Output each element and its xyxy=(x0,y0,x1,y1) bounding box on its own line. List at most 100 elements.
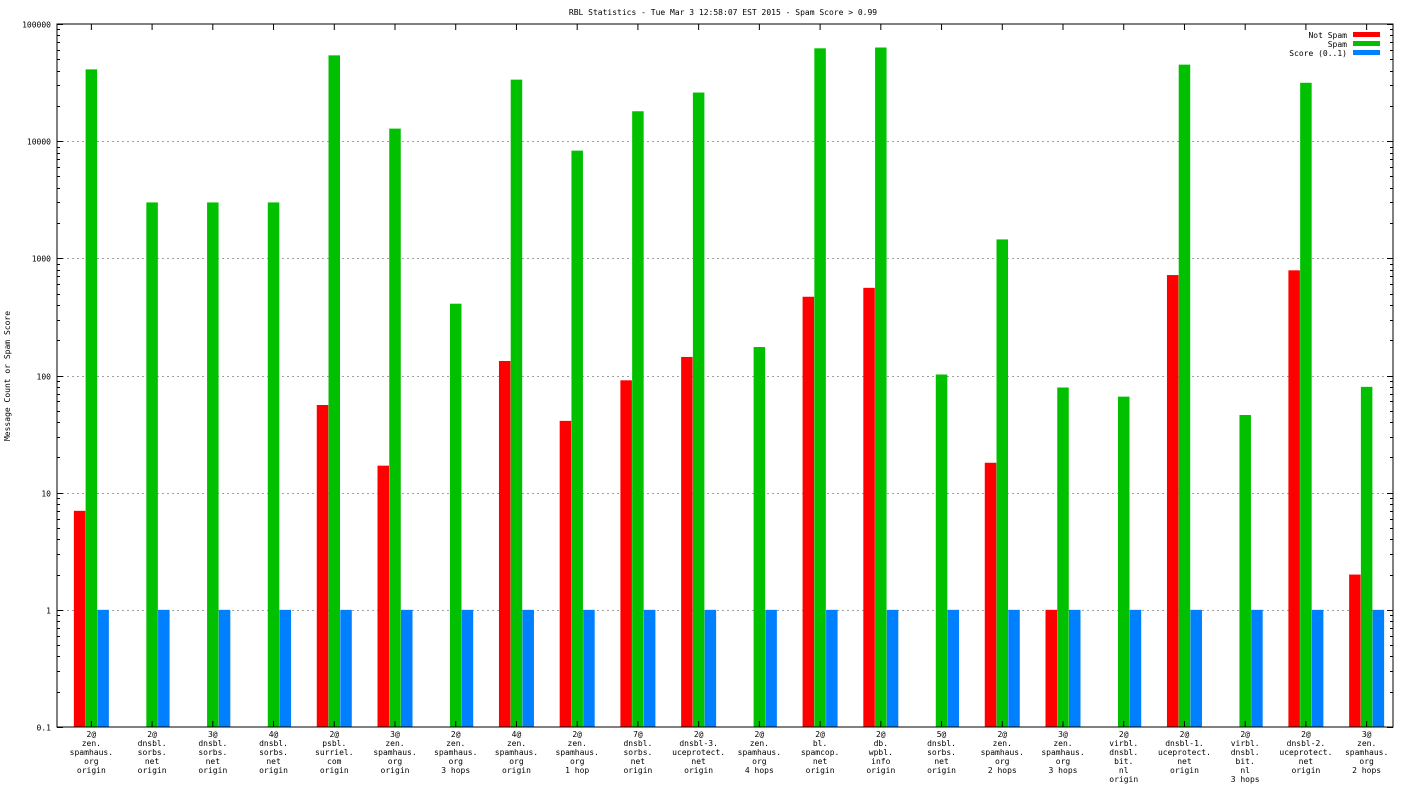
bar-score-0-1 xyxy=(1129,609,1142,727)
x-tick-label: 2@ db. wpbl. info origin xyxy=(866,730,895,775)
x-tick-label: 3@ zen. spamhaus. org 3 hops xyxy=(1041,730,1084,775)
bar-score-0-1 xyxy=(340,609,352,727)
bar-score-0-1 xyxy=(1311,609,1324,727)
bar-spam xyxy=(267,202,280,727)
bar-score-0-1 xyxy=(643,609,656,727)
bar-score-0-1 xyxy=(279,609,292,727)
bar-not-spam xyxy=(681,356,693,727)
plot-border xyxy=(56,23,1394,728)
y-axis-label: Message Count or Spam Score xyxy=(3,311,12,441)
bar-not-spam xyxy=(1288,270,1300,727)
bar-not-spam xyxy=(620,380,632,727)
x-tick-label: 4@ dnsbl. sorbs. net origin xyxy=(259,730,288,775)
legend-swatch xyxy=(1353,41,1380,46)
bar-score-0-1 xyxy=(583,609,595,727)
bar-spam xyxy=(1117,396,1130,727)
legend-swatch xyxy=(1353,32,1380,37)
bar-score-0-1 xyxy=(947,609,960,727)
x-tick-label: 2@ virbl. dnsbl. bit. nl 3 hops xyxy=(1231,730,1260,784)
x-tick-label: 2@ zen. spamhaus. org 1 hop xyxy=(556,730,599,775)
legend-label: Not Spam xyxy=(1308,31,1347,40)
x-tick-label: 3@ zen. spamhaus. org origin xyxy=(373,730,416,775)
bar-score-0-1 xyxy=(461,609,474,727)
x-tick-label: 2@ zen. spamhaus. org origin xyxy=(70,730,113,775)
bar-score-0-1 xyxy=(1251,609,1263,727)
x-tick-label: 2@ zen. spamhaus. org 2 hops xyxy=(981,730,1024,775)
y-tick-label: 1 xyxy=(46,607,51,616)
bar-score-0-1 xyxy=(1008,609,1020,727)
bar-spam xyxy=(207,202,219,727)
bar-spam xyxy=(146,202,158,727)
bar-score-0-1 xyxy=(704,609,717,727)
x-tick-label: 4@ zen. spamhaus. org origin xyxy=(495,730,538,775)
x-tick-label: 2@ bl. spamcop. net origin xyxy=(801,730,840,775)
bar-not-spam xyxy=(377,465,389,727)
bar-score-0-1 xyxy=(97,609,109,727)
y-tick-label: 10 xyxy=(41,490,51,499)
x-tick-labels: 2@ zen. spamhaus. org origin 2@ dnsbl. sorbs. ne… xyxy=(70,730,1389,784)
bar-score-0-1 xyxy=(886,609,899,727)
bar-spam xyxy=(1239,415,1251,727)
bar-spam xyxy=(449,303,462,727)
bar-score-0-1 xyxy=(218,609,231,727)
bar-not-spam xyxy=(1045,609,1057,727)
y-tick-labels: 0.1 1 10 100 1000 10000 100000 xyxy=(22,21,51,733)
bar-score-0-1 xyxy=(1069,609,1081,727)
x-tick-label: 2@ psbl. surriel. com origin xyxy=(315,730,354,775)
chart-title: RBL Statistics - Tue Mar 3 12:58:07 EST … xyxy=(569,8,877,17)
bar-not-spam xyxy=(1349,574,1361,727)
y-tick-label: 1000 xyxy=(32,255,51,264)
y-tick-label: 0.1 xyxy=(37,724,52,733)
bar-score-0-1 xyxy=(1372,609,1385,727)
bar-score-0-1 xyxy=(765,609,777,727)
y-tick-label: 10000 xyxy=(27,138,51,147)
bar-score-0-1 xyxy=(826,609,838,727)
bar-spam xyxy=(1057,387,1069,727)
bar-spam xyxy=(571,150,583,727)
x-tick-label: 2@ dnsbl. sorbs. net origin xyxy=(138,730,167,775)
bar-spam xyxy=(389,128,401,727)
bar-spam xyxy=(753,347,766,727)
bar-spam xyxy=(1300,82,1312,728)
legend-label: Spam xyxy=(1328,40,1347,49)
bar-spam xyxy=(996,239,1009,727)
bar-score-0-1 xyxy=(1190,609,1202,727)
x-tick-label: 3@ dnsbl. sorbs. net origin xyxy=(198,730,227,775)
bar-spam xyxy=(1360,386,1373,727)
bar-spam xyxy=(85,69,98,727)
y-tick-label: 100 xyxy=(37,373,52,382)
x-tick-label: 2@ dnsbl-2. uceprotect. net origin xyxy=(1279,730,1332,775)
x-tick-label: 2@ dnsbl-1. uceprotect. net origin xyxy=(1158,730,1211,775)
bar-not-spam xyxy=(863,287,875,727)
x-tick-label: 7@ dnsbl. sorbs. net origin xyxy=(623,730,652,775)
bar-spam xyxy=(875,47,887,727)
bar-score-0-1 xyxy=(522,609,534,727)
bar-not-spam xyxy=(498,360,511,727)
bar-spam xyxy=(935,374,948,727)
bar-not-spam xyxy=(559,420,572,727)
bar-spam xyxy=(328,55,341,727)
bar-spam xyxy=(814,48,826,728)
legend-label: Score (0..1) xyxy=(1289,49,1347,58)
bar-spam xyxy=(1178,64,1191,727)
x-tick-label: 2@ zen. spamhaus. org 3 hops xyxy=(434,730,477,775)
y-tick-label: 100000 xyxy=(22,21,51,30)
x-tick-label: 2@ zen. spamhaus. org 4 hops xyxy=(738,730,781,775)
bar-spam xyxy=(510,79,523,727)
bar-not-spam xyxy=(802,296,815,727)
bar-not-spam xyxy=(984,462,997,727)
bar-spam xyxy=(632,111,644,727)
bar-not-spam xyxy=(73,510,86,727)
bar-not-spam xyxy=(1166,275,1179,727)
bar-not-spam xyxy=(316,405,329,727)
x-tick-label: 2@ dnsbl-3. uceprotect. net origin xyxy=(672,730,725,775)
axis-ticks xyxy=(57,24,1393,728)
x-tick-label: 3@ zen. spamhaus. org 2 hops xyxy=(1345,730,1388,775)
bars xyxy=(73,47,1385,728)
legend-swatch xyxy=(1353,50,1380,55)
x-tick-label: 2@ virbl. dnsbl. bit. nl origin xyxy=(1109,730,1138,784)
bar-score-0-1 xyxy=(401,609,413,727)
